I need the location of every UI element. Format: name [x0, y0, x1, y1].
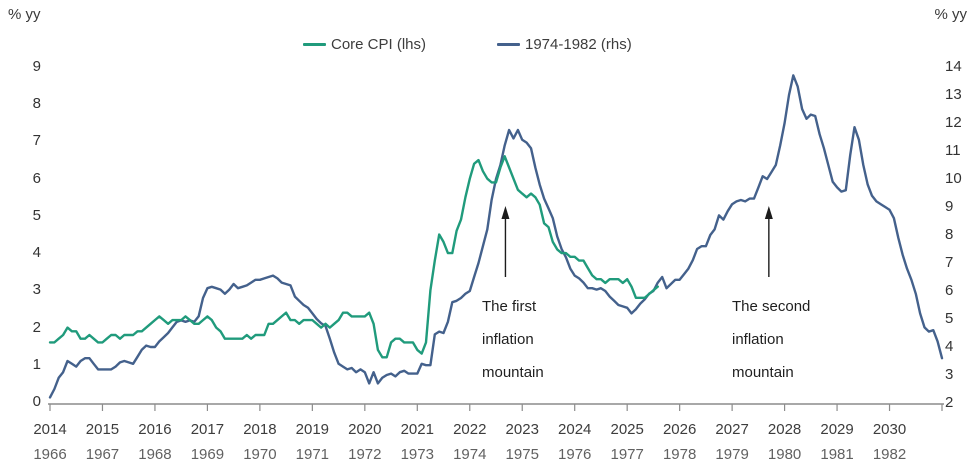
- x-axis-year-label-top: 2025: [610, 421, 644, 438]
- right-axis-tick-label: 10: [945, 170, 962, 187]
- right-axis-tick-label: 6: [945, 282, 954, 299]
- left-axis-tick-label: 6: [32, 169, 41, 187]
- x-axis-year-label-top: 2019: [295, 421, 330, 438]
- left-axis-tick-label: 1: [32, 355, 41, 373]
- legend-label-1974-1982: 1974-1982 (rhs): [525, 36, 632, 53]
- x-axis-year-label-bottom: 1968: [138, 446, 172, 463]
- x-axis-year-label-top: 2027: [715, 421, 749, 438]
- x-axis-year-label-bottom: 1977: [610, 446, 644, 463]
- x-axis-year-label-top: 2020: [348, 421, 382, 438]
- x-axis-year-label-top: 2022: [453, 421, 487, 438]
- right-axis-tick-label: 2: [945, 394, 954, 411]
- x-axis-year-label-top: 2021: [400, 421, 434, 438]
- right-axis-tick-label: 3: [945, 366, 954, 383]
- x-axis-year-label-bottom: 1979: [715, 446, 749, 463]
- legend-item-core-cpi: Core CPI (lhs): [303, 36, 426, 53]
- x-axis-year-label-bottom: 1982: [872, 446, 907, 463]
- annotation-arrow-head-icon: [764, 206, 773, 219]
- annotation-arrow-head-icon: [501, 206, 510, 219]
- annotation-first-inflation-mountain: The first inflation mountain: [482, 298, 544, 381]
- legend-swatch-core-cpi-icon: [303, 43, 326, 46]
- x-axis-year-label-top: 2030: [872, 421, 907, 438]
- x-axis-year-label-top: 2016: [138, 421, 172, 438]
- right-axis-tick-label: 8: [945, 226, 954, 243]
- x-axis-year-label-bottom: 1971: [295, 446, 330, 463]
- x-axis-year-label-top: 2018: [243, 421, 277, 438]
- left-axis-tick-label: 3: [32, 281, 41, 299]
- x-axis-year-label-top: 2023: [505, 421, 539, 438]
- x-axis-year-label-bottom: 1974: [453, 446, 487, 463]
- x-axis-year-label-bottom: 1966: [33, 446, 67, 463]
- x-axis-year-label-bottom: 1973: [400, 446, 434, 463]
- x-axis-year-label-top: 2015: [85, 421, 120, 438]
- x-axis-year-label-bottom: 1970: [243, 446, 277, 463]
- x-axis-year-label-bottom: 1980: [767, 446, 802, 463]
- left-axis-tick-label: 8: [32, 95, 41, 113]
- annotation-second-inflation-mountain: The second inflation mountain: [732, 298, 811, 381]
- x-axis-year-label-top: 2029: [820, 421, 854, 438]
- x-axis-year-label-top: 2017: [190, 421, 225, 438]
- series-line-core-cpi: [48, 155, 659, 359]
- x-axis-year-label-bottom: 1975: [505, 446, 539, 463]
- right-axis-tick-label: 12: [945, 114, 962, 131]
- legend-swatch-1974-1982-icon: [497, 43, 520, 46]
- left-axis-tick-label: 5: [32, 206, 41, 224]
- legend-item-1974-1982: 1974-1982 (rhs): [497, 36, 632, 53]
- x-axis-year-label-bottom: 1969: [190, 446, 225, 463]
- right-axis-tick-label: 11: [945, 142, 961, 159]
- right-axis-unit-label: % yy: [934, 6, 967, 23]
- left-axis-tick-label: 0: [32, 393, 41, 410]
- x-axis-year-label-top: 2024: [558, 421, 592, 438]
- x-axis-year-label-top: 2014: [33, 421, 67, 438]
- left-axis-unit-label: % yy: [8, 6, 41, 23]
- right-axis-tick-label: 4: [945, 338, 954, 355]
- x-axis-year-label-bottom: 1967: [85, 446, 120, 463]
- left-axis-tick-label: 9: [32, 58, 41, 75]
- right-axis-tick-label: 7: [945, 254, 954, 271]
- left-axis-tick-label: 7: [32, 132, 41, 150]
- x-axis-year-label-bottom: 1972: [348, 446, 382, 463]
- x-axis-year-label-bottom: 1981: [820, 446, 854, 463]
- x-axis-year-label-bottom: 1976: [558, 446, 592, 463]
- x-axis-year-label-bottom: 1978: [662, 446, 697, 463]
- right-axis-tick-label: 14: [945, 58, 962, 75]
- left-axis-tick-label: 2: [32, 318, 41, 336]
- legend-label-core-cpi: Core CPI (lhs): [331, 36, 427, 53]
- right-axis-tick-label: 5: [945, 310, 954, 327]
- x-axis-year-label-top: 2028: [767, 421, 802, 438]
- x-axis-year-label-top: 2026: [662, 421, 697, 438]
- right-axis-tick-label: 9: [945, 198, 954, 215]
- left-axis-tick-label: 4: [32, 244, 41, 262]
- right-axis-tick-label: 13: [945, 86, 962, 103]
